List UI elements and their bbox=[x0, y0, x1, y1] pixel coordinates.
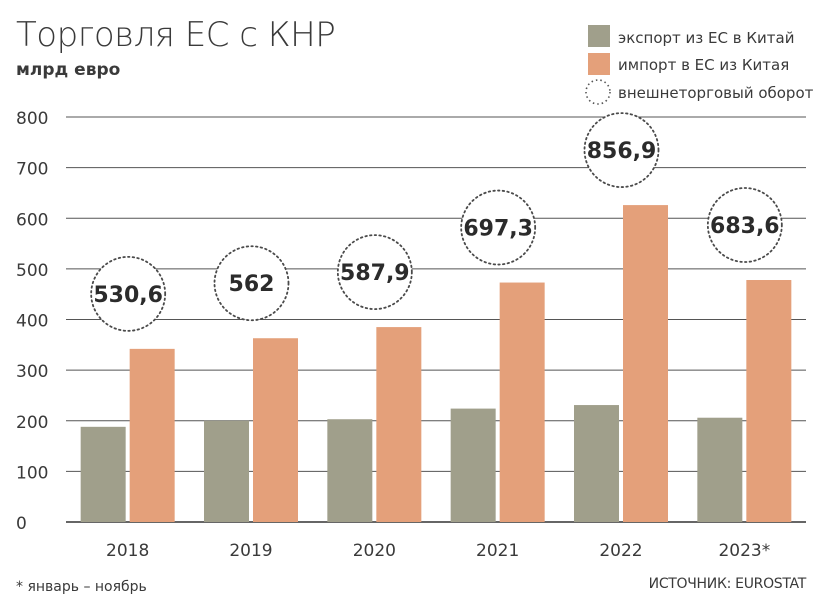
bar-import bbox=[746, 280, 792, 522]
y-tick-label: 800 bbox=[16, 109, 48, 129]
y-tick-label: 700 bbox=[16, 160, 48, 180]
total-bubble bbox=[336, 234, 413, 310]
x-tick-label: 2021 bbox=[476, 541, 519, 561]
total-bubble bbox=[90, 255, 167, 332]
chart-title: Торговля ЕС с КНР bbox=[16, 15, 335, 55]
x-axis: 2018 2019 2020 2021 2022 2023* bbox=[106, 541, 770, 561]
x-tick-label: 2018 bbox=[106, 541, 149, 561]
total-label: 530,6 bbox=[93, 283, 163, 308]
legend-label-import: импорт в ЕС из Китая bbox=[618, 56, 789, 74]
bar-export bbox=[697, 417, 743, 522]
bars bbox=[80, 205, 792, 522]
bar-import bbox=[129, 348, 175, 522]
y-axis: 0 100 200 300 400 500 600 700 800 bbox=[16, 109, 48, 534]
total-label: 562 bbox=[229, 272, 275, 297]
y-tick-label: 300 bbox=[16, 362, 48, 382]
bar-export bbox=[80, 426, 126, 522]
chart-subtitle: млрд евро bbox=[16, 60, 120, 80]
bar-export bbox=[204, 420, 249, 522]
legend-swatch-total bbox=[585, 79, 611, 105]
y-tick-label: 500 bbox=[16, 261, 48, 281]
x-tick-label: 2020 bbox=[353, 541, 396, 561]
bar-import bbox=[623, 205, 668, 522]
bar-import bbox=[376, 327, 422, 522]
y-tick-label: 400 bbox=[16, 312, 48, 332]
total-label: 697,3 bbox=[463, 217, 533, 242]
legend-label-export: экспорт из ЕС в Китай bbox=[618, 29, 794, 47]
bar-export bbox=[574, 405, 619, 522]
total-bubble bbox=[583, 112, 660, 188]
total-label: 587,9 bbox=[340, 261, 410, 286]
total-bubble bbox=[213, 245, 290, 322]
legend-swatch-export bbox=[588, 25, 610, 47]
total-label: 683,6 bbox=[710, 214, 780, 239]
footnote: * январь – ноябрь bbox=[16, 579, 147, 595]
y-tick-label: 600 bbox=[16, 210, 48, 230]
legend-label-total: внешнеторговый оборот bbox=[618, 84, 813, 102]
total-bubble bbox=[460, 189, 537, 266]
x-tick-label: 2022 bbox=[599, 541, 642, 561]
total-bubble bbox=[706, 187, 783, 263]
legend: экспорт из ЕС в Китай импорт в ЕС из Кит… bbox=[585, 25, 813, 105]
bar-export bbox=[327, 419, 373, 522]
totals: 530,6 562 587,9 697,3 856,9 683,6 bbox=[90, 112, 783, 332]
y-tick-label: 200 bbox=[16, 413, 48, 433]
source-note: ИСТОЧНИК: EUROSTAT bbox=[649, 576, 807, 592]
grid bbox=[66, 116, 806, 523]
total-label: 856,9 bbox=[587, 139, 657, 164]
y-tick-label: 0 bbox=[16, 514, 27, 534]
legend-swatch-import bbox=[588, 53, 610, 75]
bar-import bbox=[253, 338, 298, 522]
y-tick-label: 100 bbox=[16, 463, 48, 483]
x-tick-label: 2019 bbox=[229, 541, 272, 561]
bar-import bbox=[499, 282, 545, 522]
bar-export bbox=[450, 408, 496, 522]
x-tick-label: 2023* bbox=[718, 541, 770, 561]
